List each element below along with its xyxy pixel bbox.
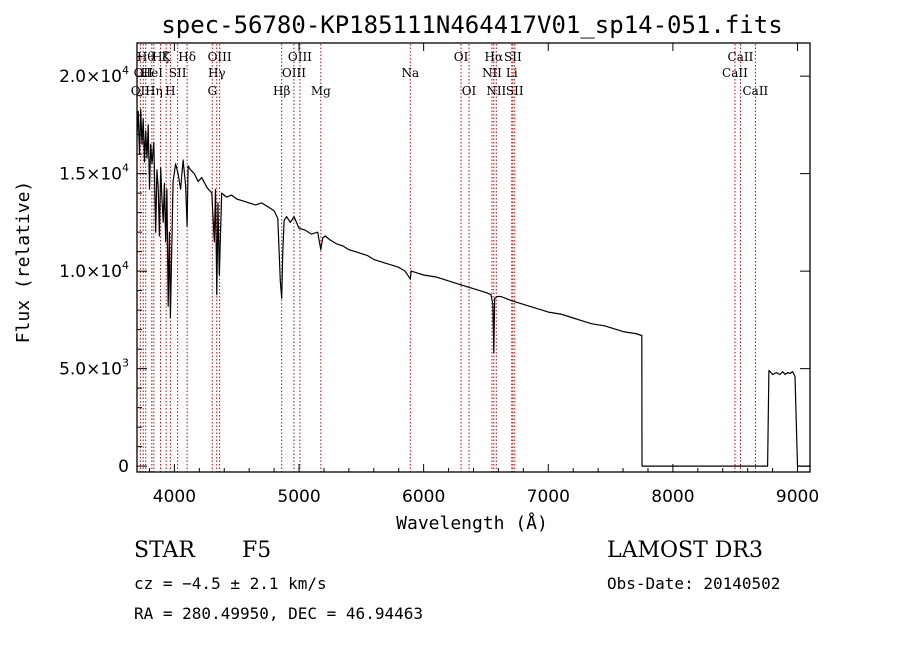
observation-date: Obs-Date: 20140502 xyxy=(607,574,781,593)
spectral-line-label: SII xyxy=(506,84,524,98)
spectral-line-label: Na xyxy=(401,66,419,80)
spectral-line-label: K xyxy=(162,50,172,64)
spectral-line-label: NII xyxy=(482,66,502,80)
spectral-line-label: SII xyxy=(169,66,187,80)
x-tick-label: 8000 xyxy=(651,487,694,507)
y-tick-label: 5.0×103 xyxy=(59,357,129,380)
spectral-line-label: OI xyxy=(462,84,477,98)
sky-coordinates: RA = 280.49950, DEC = 46.94463 xyxy=(134,604,423,623)
spectral-line-label: SII xyxy=(504,50,522,64)
spectral-line-label: CaII xyxy=(742,84,768,98)
y-tick-exponent: 4 xyxy=(122,64,129,77)
spectral-line-label: CaII xyxy=(722,66,748,80)
plot-frame xyxy=(136,42,811,473)
x-tick-label: 5000 xyxy=(277,487,320,507)
x-tick-label: 9000 xyxy=(776,487,819,507)
spectral-line-label: Hα xyxy=(485,50,504,64)
spectral-line-label: Mg xyxy=(311,84,331,98)
y-tick-mantissa: 1.5×10 xyxy=(59,165,122,185)
spectral-line-label: Hγ xyxy=(208,66,226,80)
y-tick-mantissa: 1.0×10 xyxy=(59,262,122,282)
y-tick-exponent: 4 xyxy=(122,162,129,175)
survey-name: LAMOST DR3 xyxy=(607,538,763,563)
spectral-line-label: Hβ xyxy=(273,84,290,98)
spectral-line-label: OI xyxy=(454,50,469,64)
spectral-line-label: Li xyxy=(506,66,518,80)
spectral-line-label: G xyxy=(207,84,217,98)
spectral-line-labels: OIIOIIHθHeIHηHζKHSIIHδGHγOIIIHβOIIIOIIIM… xyxy=(131,50,769,98)
spectral-line-label: HeI xyxy=(141,66,164,80)
x-axis-ticks: 4000 5000 6000 7000 8000 9000 xyxy=(148,43,819,507)
y-tick-mantissa: 0 xyxy=(118,457,129,477)
y-tick-exponent: 4 xyxy=(122,259,129,272)
spectral-line-label: Hζ xyxy=(152,50,169,64)
object-subclass: F5 xyxy=(242,538,272,563)
spectral-line-label: CaII xyxy=(728,50,754,64)
spectral-line-label: Hθ xyxy=(137,50,155,64)
spectral-line-label: Hδ xyxy=(178,50,196,64)
y-tick-label: 2.0×104 xyxy=(59,64,129,87)
spectral-line-label: NII xyxy=(486,84,506,98)
y-tick-mantissa: 5.0×10 xyxy=(59,360,122,380)
y-tick-label: 0 xyxy=(118,457,129,477)
redshift-cz: cz = −4.5 ± 2.1 km/s xyxy=(134,574,327,593)
spectral-line-label: Hη xyxy=(145,84,163,98)
x-tick-label: 4000 xyxy=(153,487,196,507)
x-tick-label: 7000 xyxy=(527,487,570,507)
flux-series-line xyxy=(136,108,810,467)
spectral-line-label: OIII xyxy=(288,50,312,64)
spectral-line-label: H xyxy=(165,84,175,98)
object-class: STAR xyxy=(134,538,195,563)
spectral-line-label: OIII xyxy=(208,50,232,64)
y-tick-label: 1.0×104 xyxy=(59,259,129,282)
y-tick-label: 1.5×104 xyxy=(59,162,129,185)
spectral-line-markers xyxy=(139,44,756,472)
x-tick-label: 6000 xyxy=(402,487,445,507)
y-tick-mantissa: 2.0×10 xyxy=(59,67,122,87)
spectral-line-label: OII xyxy=(131,84,151,98)
chart-title: spec-56780-KP185111N464417V01_sp14-051.f… xyxy=(161,11,782,39)
x-axis-label: Wavelength (Å) xyxy=(396,512,548,534)
y-tick-exponent: 3 xyxy=(122,357,129,370)
y-axis-label: Flux (relative) xyxy=(13,181,34,344)
spectral-line-label: OIII xyxy=(282,66,306,80)
